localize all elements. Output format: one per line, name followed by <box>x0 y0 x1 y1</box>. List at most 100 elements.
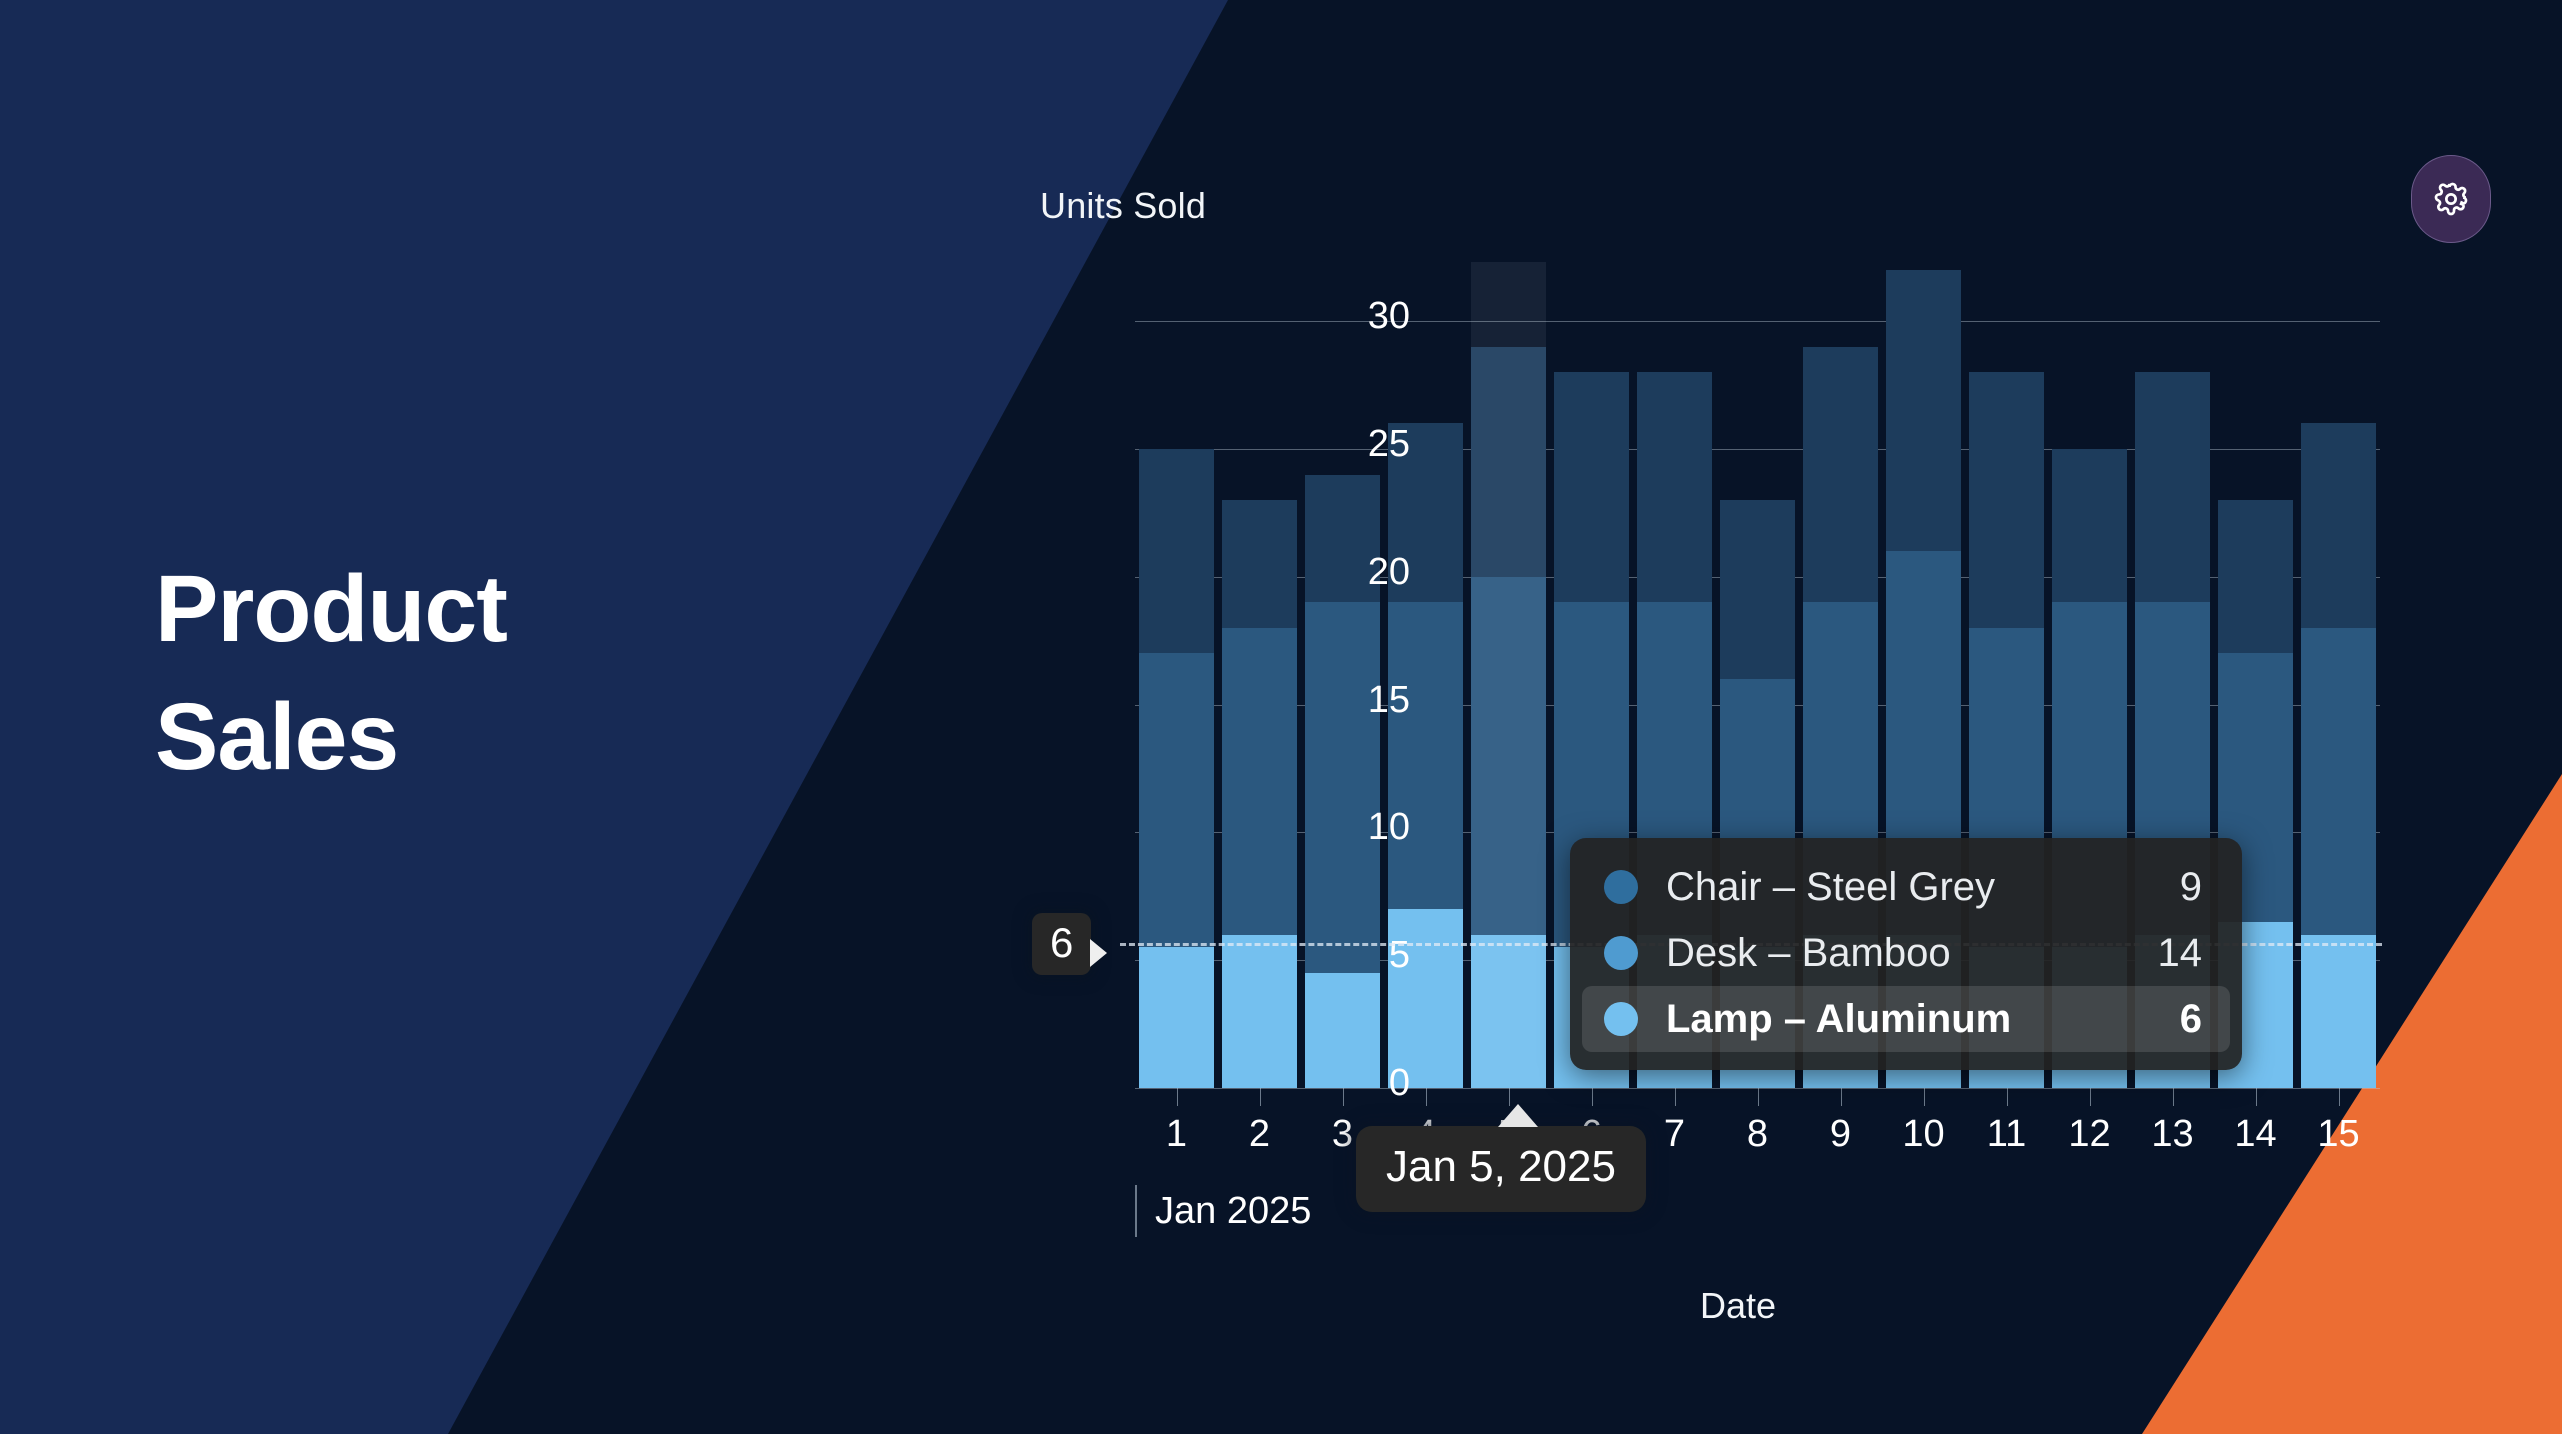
period-label: Jan 2025 <box>1155 1189 1312 1232</box>
y-axis-tick-label: 10 <box>1367 806 1410 849</box>
bar-segment <box>1387 909 1464 1088</box>
x-axis-tick <box>1508 1088 1510 1106</box>
bar-segment <box>2300 423 2377 628</box>
y-axis-tick-label: 25 <box>1367 422 1410 465</box>
x-axis-tick-label: 3 <box>1331 1113 1354 1155</box>
x-axis-tick <box>2006 1088 2008 1106</box>
y-axis-tick-label: 5 <box>1388 934 1410 977</box>
gridline <box>1135 321 2380 323</box>
bar-column[interactable] <box>2300 270 2377 1088</box>
bar-column[interactable] <box>1470 270 1547 1088</box>
date-tooltip: Jan 5, 2025 <box>1356 1104 1646 1212</box>
x-axis-tick <box>1840 1088 1842 1106</box>
bar-segment <box>1885 270 1962 552</box>
x-axis-tick <box>2172 1088 2174 1106</box>
x-axis-tick <box>1176 1088 1178 1106</box>
bar-segment <box>1304 474 1381 603</box>
settings-button[interactable] <box>2411 155 2491 243</box>
bar-segment <box>1470 934 1547 1088</box>
bar-segment <box>1387 602 1464 910</box>
gear-icon <box>2434 182 2468 216</box>
bar-segment <box>1802 346 1879 603</box>
tooltip-row: Lamp – Aluminum 6 <box>1582 986 2230 1052</box>
page-title: Product Sales <box>155 545 508 802</box>
x-axis-tick <box>2338 1088 2340 1106</box>
bar-segment <box>1138 947 1215 1088</box>
x-axis-tick-label: 7 <box>1663 1113 1686 1155</box>
tooltip-series-name: Desk – Bamboo <box>1666 930 1951 975</box>
y-axis-title: Units Sold <box>1040 185 1207 226</box>
bar-column[interactable] <box>1304 270 1381 1088</box>
x-axis-tick <box>1342 1088 1344 1106</box>
bar-segment <box>1138 653 1215 948</box>
series-color-dot-icon <box>1604 870 1638 904</box>
bar-segment <box>1304 972 1381 1088</box>
tooltip-series-value: 6 <box>2179 996 2202 1041</box>
series-tooltip: Chair – Steel Grey 9 Desk – Bamboo 14 Lamp –… <box>1570 838 2242 1070</box>
x-axis-tick <box>1923 1088 1925 1106</box>
tooltip-series-name: Chair – Steel Grey <box>1666 864 1996 909</box>
bar-segment <box>1221 500 1298 628</box>
period-tick <box>1135 1185 1137 1237</box>
tooltip-series-value: 14 <box>2157 930 2203 975</box>
bar-column[interactable] <box>1221 270 1298 1088</box>
x-axis-title: Date <box>1700 1285 1777 1326</box>
x-axis-tick-label: 10 <box>1902 1113 1945 1155</box>
y-axis-tick-label: 30 <box>1367 295 1410 338</box>
bar-column[interactable] <box>1138 270 1215 1088</box>
x-axis-tick-label: 11 <box>1986 1113 2027 1155</box>
bar-segment <box>2300 627 2377 935</box>
x-axis-tick-label: 13 <box>2151 1113 2194 1155</box>
bar-segment <box>1304 602 1381 973</box>
x-axis-tick-label: 15 <box>2317 1113 2360 1155</box>
x-axis-tick <box>2089 1088 2091 1106</box>
y-axis-tick-label: 20 <box>1367 550 1410 593</box>
hover-value-text: 6 <box>1050 919 1074 966</box>
date-tooltip-text: Jan 5, 2025 <box>1386 1142 1616 1191</box>
bar-segment <box>1968 372 2045 628</box>
bar-column[interactable] <box>1387 270 1464 1088</box>
gridline <box>1135 448 2380 450</box>
bar-segment <box>1221 627 1298 935</box>
x-axis-tick <box>1259 1088 1261 1106</box>
page-title-line-2: Sales <box>155 684 399 791</box>
bar-segment <box>1221 934 1298 1088</box>
bar-segment <box>1387 423 1464 603</box>
bar-segment <box>1553 372 1630 603</box>
bar-segment <box>2217 500 2294 654</box>
x-axis-tick <box>1674 1088 1676 1106</box>
bar-segment <box>1470 576 1547 935</box>
x-axis-tick-label: 14 <box>2234 1113 2277 1155</box>
bar-column[interactable] <box>2217 270 2294 1088</box>
x-axis-period-band: Jan 2025 <box>1135 1185 1311 1237</box>
series-color-dot-icon <box>1604 1002 1638 1036</box>
tooltip-row: Desk – Bamboo 14 <box>1570 920 2242 986</box>
bar-segment <box>1138 448 1215 654</box>
badge-pointer-icon <box>1090 939 1108 967</box>
tooltip-row: Chair – Steel Grey 9 <box>1570 854 2242 920</box>
bar-segment <box>2134 372 2211 603</box>
bar-segment <box>2051 448 2128 603</box>
x-axis-tick-label: 9 <box>1829 1113 1852 1155</box>
series-color-dot-icon <box>1604 936 1638 970</box>
x-axis-tick-label: 2 <box>1248 1113 1271 1155</box>
page-title-line-1: Product <box>155 556 508 662</box>
x-axis-tick <box>1425 1088 1427 1106</box>
y-axis-tick-label: 15 <box>1367 678 1410 721</box>
bar-segment <box>1470 346 1547 577</box>
bar-segment <box>1719 500 1796 679</box>
tooltip-series-value: 9 <box>2179 864 2202 909</box>
tooltip-series-name: Lamp – Aluminum <box>1666 996 2012 1041</box>
x-axis-tick-label: 8 <box>1746 1113 1769 1155</box>
hover-value-badge: 6 <box>1032 913 1108 975</box>
y-axis-tick-label: 0 <box>1388 1062 1410 1104</box>
x-axis-tick-label: 12 <box>2068 1113 2111 1155</box>
x-axis-tick <box>2255 1088 2257 1106</box>
bar-segment <box>2300 934 2377 1088</box>
bar-segment <box>1636 372 1713 603</box>
x-axis-tick <box>1591 1088 1593 1106</box>
x-axis-tick-label: 1 <box>1165 1113 1188 1155</box>
x-axis-tick <box>1757 1088 1759 1106</box>
tooltip-caret-icon <box>1498 1104 1538 1127</box>
